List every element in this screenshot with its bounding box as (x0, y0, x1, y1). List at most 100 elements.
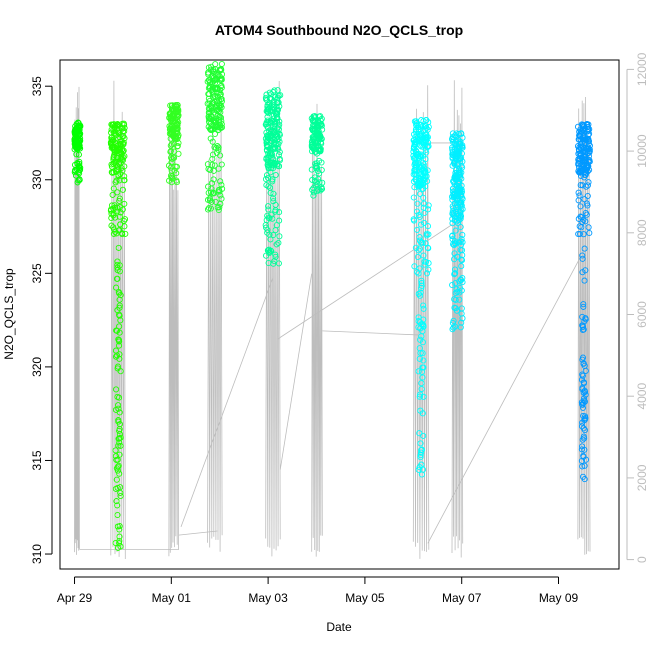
data-point (454, 179, 461, 186)
data-point (116, 290, 123, 297)
data-point (581, 462, 588, 469)
altitude-segment (577, 96, 591, 555)
data-point (425, 266, 432, 273)
data-point (458, 319, 465, 326)
data-point (275, 239, 282, 246)
data-point (276, 103, 283, 110)
data-point (207, 78, 214, 86)
data-point (577, 182, 584, 189)
data-point (276, 118, 283, 125)
data-point (262, 176, 270, 183)
y2-tick-label: 4000 (635, 383, 649, 410)
data-point (210, 167, 217, 174)
data-point (116, 195, 123, 202)
data-point (451, 304, 458, 311)
data-point (423, 149, 430, 156)
data-point (421, 258, 428, 265)
data-point (75, 162, 82, 170)
data-point (110, 126, 117, 133)
data-point (575, 156, 582, 163)
data-point (411, 167, 418, 174)
data-point (452, 172, 459, 179)
data-point (457, 223, 464, 231)
data-point (421, 200, 428, 207)
data-point (451, 271, 458, 278)
data-point (576, 230, 583, 238)
data-point (116, 526, 123, 533)
data-point (582, 137, 589, 144)
data-point (116, 435, 123, 442)
data-point (582, 209, 589, 217)
data-point (315, 186, 322, 193)
data-point (581, 136, 588, 143)
series-flight-7 (410, 117, 432, 478)
data-point (576, 128, 583, 135)
data-point (315, 113, 323, 120)
data-point (580, 303, 587, 310)
data-point (416, 345, 423, 352)
data-point (586, 148, 593, 155)
data-point (418, 282, 425, 289)
data-point (74, 179, 81, 186)
data-point (308, 166, 315, 173)
data-point (267, 247, 274, 254)
data-point (580, 379, 587, 386)
data-point (116, 312, 123, 319)
data-point (410, 194, 417, 201)
data-point (272, 251, 279, 258)
data-point (420, 118, 427, 125)
data-point (113, 327, 121, 334)
data-point (455, 145, 462, 152)
data-point (422, 156, 429, 163)
data-point (204, 78, 211, 85)
data-point (168, 141, 175, 148)
data-point (454, 211, 461, 218)
data-point (113, 456, 120, 464)
data-point (272, 253, 279, 260)
data-point (269, 215, 276, 222)
data-point (272, 227, 279, 234)
data-point (112, 453, 119, 460)
series-flight-6 (308, 113, 326, 199)
data-point (576, 132, 583, 139)
data-point (452, 296, 459, 303)
data-point (217, 83, 224, 90)
data-point (415, 368, 422, 375)
data-point (114, 502, 121, 509)
data-point (108, 144, 115, 151)
data-point (418, 449, 425, 456)
data-point (112, 447, 119, 454)
data-point (420, 305, 427, 312)
data-point (421, 219, 428, 226)
series-flight-5 (262, 87, 284, 267)
data-point (114, 121, 121, 128)
altitude-segment (451, 80, 464, 558)
data-point (451, 250, 458, 257)
data-point (582, 218, 589, 225)
data-point (459, 274, 466, 282)
data-point (585, 127, 592, 134)
data-point (218, 84, 225, 91)
data-point (416, 213, 423, 221)
data-point (272, 171, 279, 179)
data-point (411, 159, 419, 166)
data-point (267, 140, 274, 147)
data-point (317, 117, 324, 124)
series-flight-1 (71, 119, 84, 186)
data-point (108, 121, 115, 128)
data-point (75, 144, 82, 151)
data-point (275, 151, 282, 158)
data-point (167, 124, 174, 131)
altitude-segment (265, 80, 281, 557)
data-point (419, 239, 426, 246)
data-point (580, 216, 587, 223)
data-point (420, 357, 427, 364)
data-point (115, 442, 122, 449)
data-point (117, 368, 124, 375)
x-tick-label: Apr 29 (57, 591, 93, 605)
data-point (113, 476, 120, 483)
data-point (410, 216, 417, 223)
data-point (74, 159, 81, 167)
data-point (449, 233, 456, 240)
data-point (113, 208, 121, 215)
